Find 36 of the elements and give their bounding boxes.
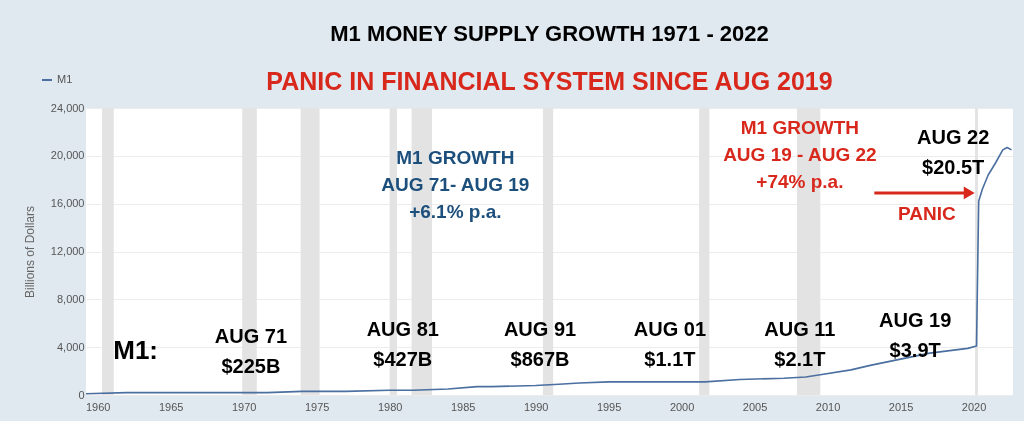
annotation: AUG 22 $20.5T [917,125,990,178]
annotation: AUG 91 $867B [503,318,577,371]
x-tick-label: 2005 [742,400,768,413]
annotation: AUG 81 $427B [366,318,439,371]
annotation: M1 GROWTH AUG 71- AUG 19 +6.1% p.a. [381,146,530,222]
y-tick-label: 16,000 [50,197,85,210]
y-tick-label: 24,000 [50,101,85,114]
x-tick-label: 1985 [450,400,476,413]
y-tick-label: 8,000 [56,292,85,305]
y-tick-label: 12,000 [50,245,85,257]
x-tick-label: 2015 [888,400,914,413]
y-tick-label: 20,000 [50,149,85,162]
x-tick-label: 1975 [304,400,330,413]
annotation: AUG 71 $225B [214,324,288,377]
annotation: AUG 01 $1.1T [633,318,707,371]
x-tick-label: 1980 [377,400,403,413]
x-tick-label: 1995 [596,400,622,413]
x-tick-label: 1990 [523,400,549,413]
annotation: PANIC [898,203,956,225]
x-tick-label: 1965 [158,400,184,413]
x-tick-label: 2020 [961,400,987,413]
chart-title: M1 MONEY SUPPLY GROWTH 1971 - 2022 [330,21,769,46]
line-series [85,146,1013,395]
legend-label: M1 [57,73,73,85]
x-tick-label: 2000 [669,400,695,413]
annotation: AUG 11 $2.1T [764,318,836,371]
annotation: AUG 19 $3.9T [879,309,952,362]
x-tick-label: 1970 [231,400,257,413]
annotation: M1 GROWTH AUG 19 - AUG 22 +74% p.a. [723,116,877,192]
y-tick-label: 0 [78,388,85,401]
y-axis-title: Billions of Dollars [22,205,37,299]
annotation: M1: [113,335,159,366]
chart-subtitle: PANIC IN FINANCIAL SYSTEM SINCE AUG 2019 [266,67,833,95]
x-tick-label: 1960 [85,400,111,413]
y-tick-label: 4,000 [56,340,85,353]
x-tick-label: 2010 [815,400,841,413]
